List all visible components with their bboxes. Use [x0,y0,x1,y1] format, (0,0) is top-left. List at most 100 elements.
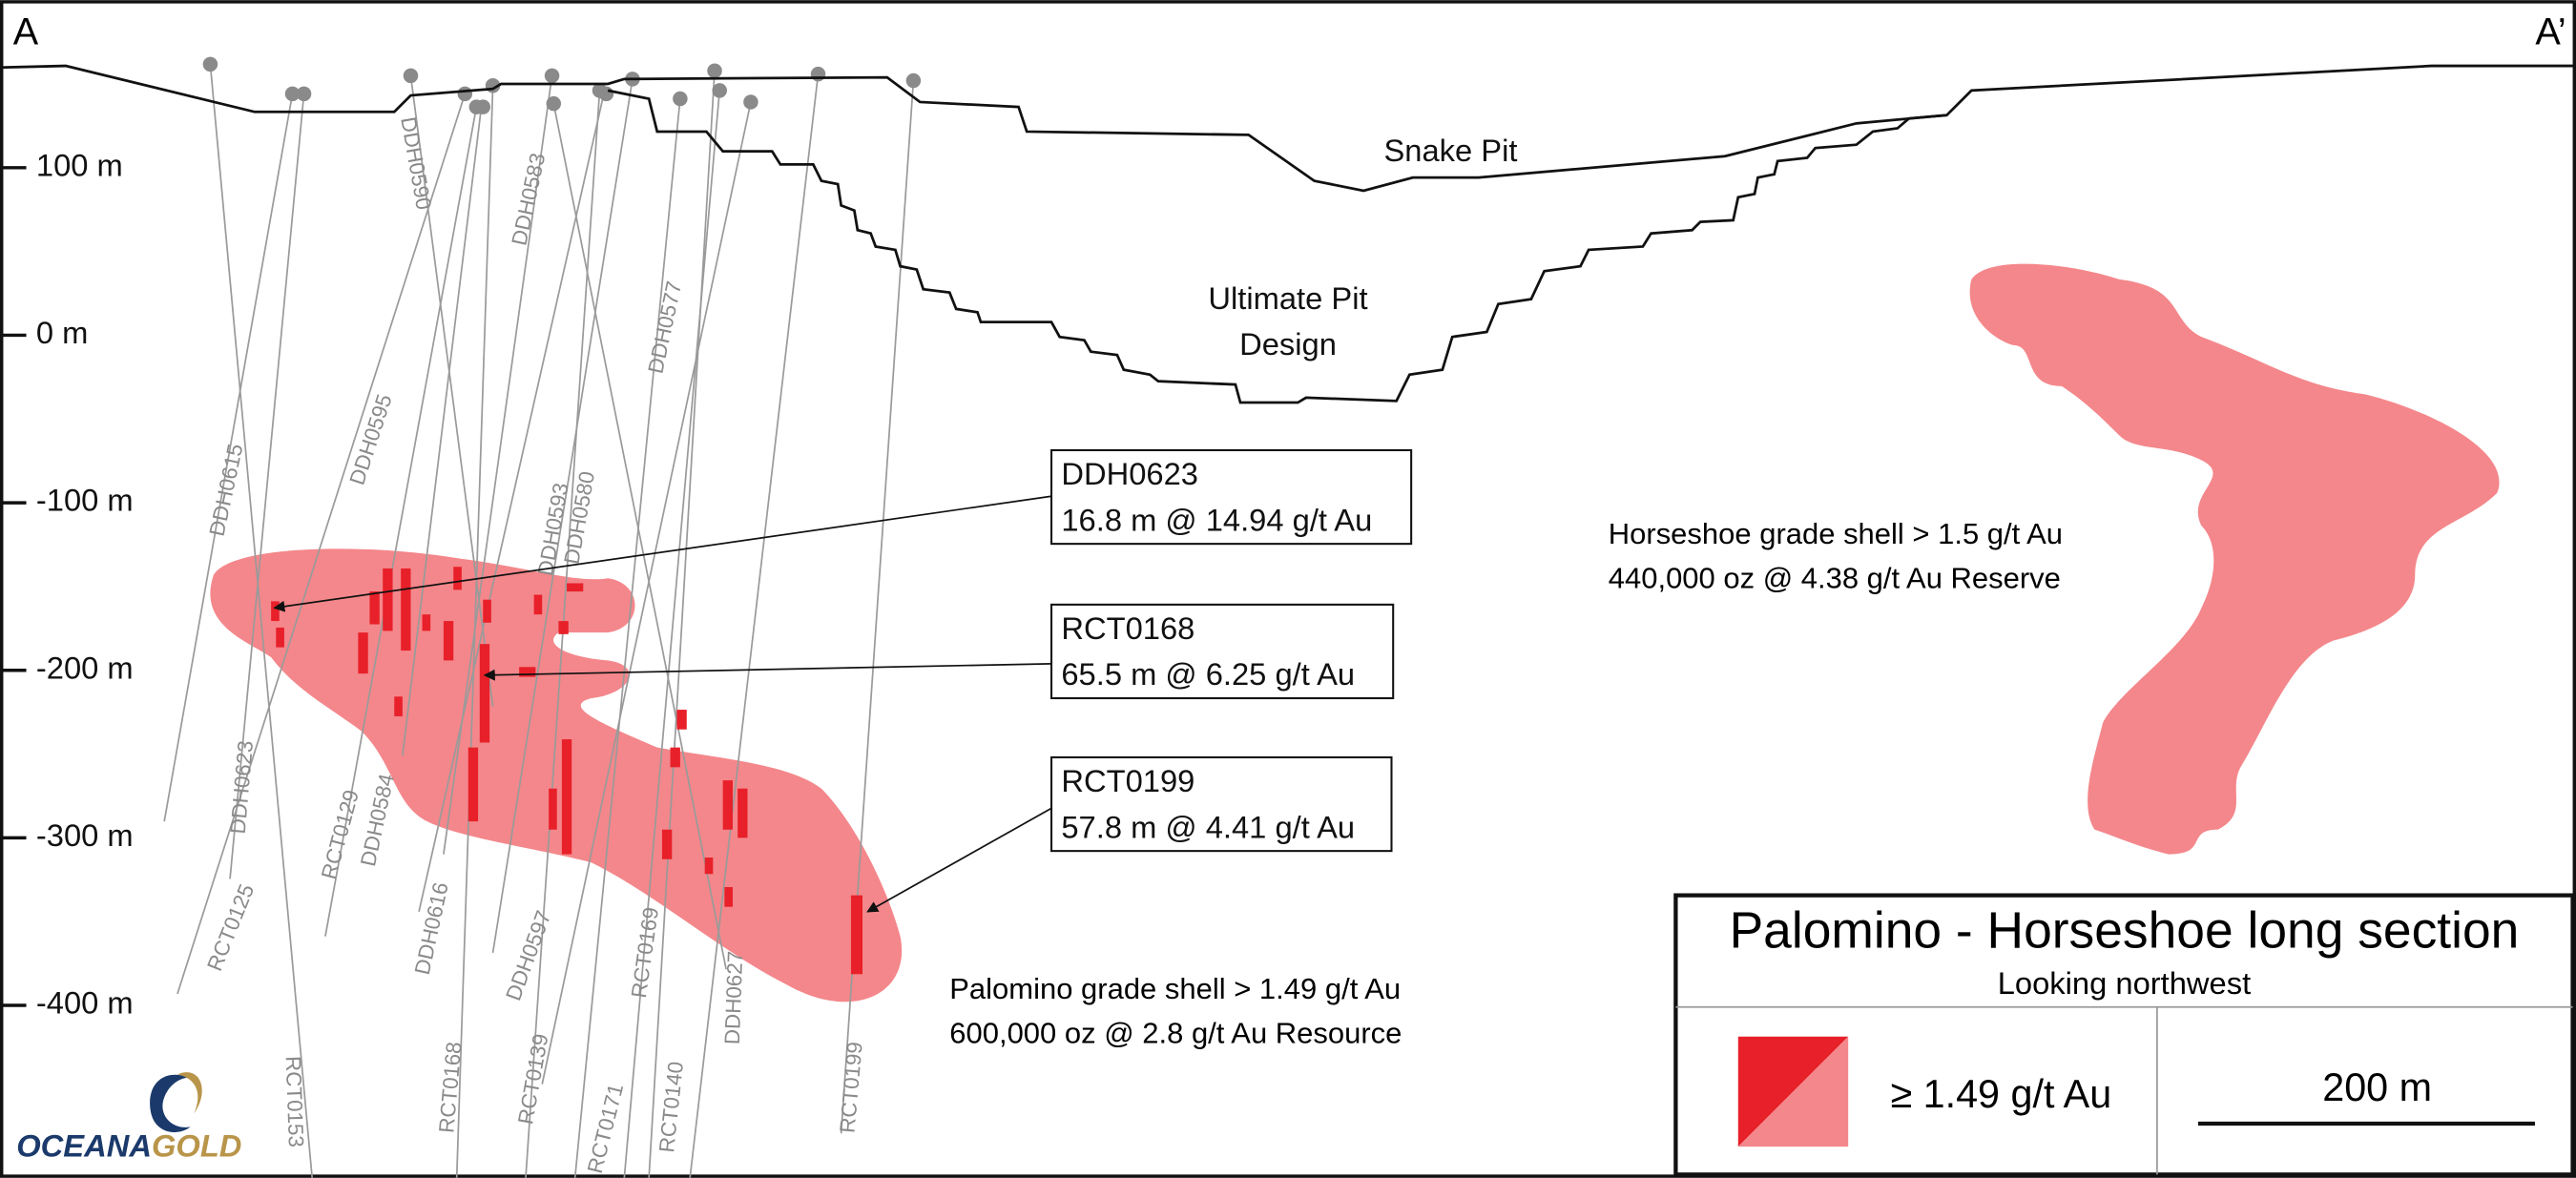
drill-trace [177,93,467,995]
intercept [467,747,479,822]
drillhole-label: DDH0627 [720,950,747,1044]
collar [810,66,826,82]
ultimate-pit [607,89,1947,404]
pit-design-label: Ultimate Pit [1208,280,1367,316]
horseshoe-note: 440,000 oz @ 4.38 g/t Au Reserve [1609,562,2061,595]
intercept [383,568,393,631]
intercept [479,644,490,743]
logo-mark [150,1074,191,1133]
drill-trace [552,103,727,970]
drill-trace [689,73,820,1178]
pit-design-label: Design [1239,326,1337,362]
intercept [401,568,411,651]
drill-trace [491,78,634,954]
elevation-label: -100 m [36,483,134,518]
intercept [737,788,748,838]
legend-label: ≥ 1.49 g/t Au [1890,1072,2111,1116]
drill-trace [163,93,294,822]
topography [0,64,2576,193]
intercept [453,567,462,590]
elevation-label: 0 m [36,315,89,350]
intercept [369,591,380,625]
horseshoe-note: Horseshoe grade shell > 1.5 g/t Au [1609,517,2063,550]
drill-trace [648,71,716,1178]
logo-part: GOLD [152,1127,241,1163]
title: Palomino - Horseshoe long section [1730,903,2520,960]
drill-trace [573,98,681,1178]
subtitle: Looking northwest [1998,965,2251,1001]
intercept [276,627,284,648]
scale-label: 200 m [2322,1065,2432,1109]
intercept [676,710,687,730]
intercept [722,780,733,830]
intercept [724,887,733,907]
collar [544,68,560,84]
intercept [670,747,680,768]
elevation-label: -400 m [36,985,134,1021]
collar [743,94,758,110]
callout-arrow [483,662,1052,681]
collar [707,63,722,78]
callout-hole: DDH0623 [1061,456,1198,491]
collar [712,83,727,98]
collar [296,86,312,102]
section-end: A’ [2535,11,2566,53]
intercept [533,594,543,615]
drill-trace [623,90,721,1178]
intercept [661,829,673,859]
intercept [567,583,584,592]
intercept [561,739,572,855]
collar [403,68,419,84]
collar [202,56,218,72]
collar [905,72,922,89]
collar [457,86,473,102]
palomino-note: 600,000 oz @ 2.8 g/t Au Resource [949,1017,1402,1050]
logo-part: OCEANA [16,1127,152,1163]
section-start: A [13,11,39,53]
drill-trace [209,64,314,1178]
drill-trace [418,90,606,913]
intercepts [271,567,863,975]
collar [598,86,614,102]
drill-trace [324,106,478,937]
intercept [483,599,491,623]
intercept [549,788,557,830]
drill-trace [402,107,483,756]
intercept [558,621,569,634]
elevation-label: -300 m [36,817,134,853]
drill-trace [541,101,752,1085]
elevation-axis: 100 m 0 m -100 m -200 m -300 m -400 m [0,147,134,1021]
collar [284,86,301,102]
callout-box [1050,448,1413,546]
collar [475,99,490,114]
logo: OCEANAGOLD [16,1072,241,1163]
callouts: DDH0623 16.8 m @ 14.94 g/t Au RCT0168 65… [273,448,1413,913]
callout-box [1050,603,1395,700]
drill-collars [202,56,922,114]
intercept [358,632,368,674]
elevation-label: -200 m [36,650,134,685]
snake-pit-label: Snake Pit [1383,133,1517,168]
legend-swatch [1737,1036,1849,1147]
intercept [443,621,454,661]
callout-hole: RCT0199 [1061,763,1195,798]
logo-mark [177,1072,202,1114]
drillhole-label: RCT0153 [281,1056,308,1148]
callout-intercept: 65.5 m @ 6.25 g/t Au [1061,656,1355,692]
intercept [422,614,431,631]
title-block: Palomino - Horseshoe long section Lookin… [1673,893,2575,1177]
callout-hole: RCT0168 [1061,610,1195,646]
palomino-note: Palomino grade shell > 1.49 g/t Au [949,972,1401,1005]
collar [673,91,688,107]
callout-arrow [273,495,1052,612]
intercept [271,601,280,622]
horseshoe-shell [1969,263,2500,855]
intercept [850,895,863,975]
intercept [704,858,714,875]
callout-intercept: 16.8 m @ 14.94 g/t Au [1061,502,1372,537]
collar [546,95,562,112]
callout-arrow [866,807,1052,913]
